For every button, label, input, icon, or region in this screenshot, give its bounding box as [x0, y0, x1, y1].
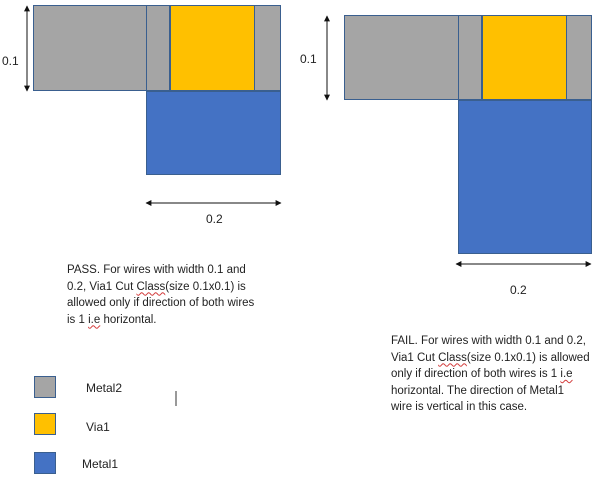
legend-label-via1: Via1 — [86, 420, 110, 434]
left-metal2-divider — [146, 5, 170, 91]
left-via1-cut — [170, 5, 255, 91]
legend-label-metal2: Metal2 — [86, 381, 123, 395]
legend-swatch-via1 — [34, 413, 56, 435]
left-metal1-wire — [146, 91, 281, 175]
legend-swatch-metal1 — [34, 452, 56, 474]
right-via1-cut — [482, 15, 567, 100]
right-metal1-wire — [458, 100, 592, 254]
legend-swatch-metal2 — [34, 376, 56, 398]
right-height-label: 0.1 — [300, 52, 317, 66]
left-description: PASS. For wires with width 0.1 and 0.2, … — [67, 264, 255, 326]
legend-label-metal1: Metal1 — [82, 457, 119, 471]
right-description: FAIL. For wires with width 0.1 and 0.2, … — [391, 335, 590, 413]
right-metal2-divider — [458, 15, 482, 100]
right-width-label: 0.2 — [510, 283, 527, 297]
left-height-label: 0.1 — [2, 54, 19, 68]
left-width-label: 0.2 — [206, 212, 223, 226]
